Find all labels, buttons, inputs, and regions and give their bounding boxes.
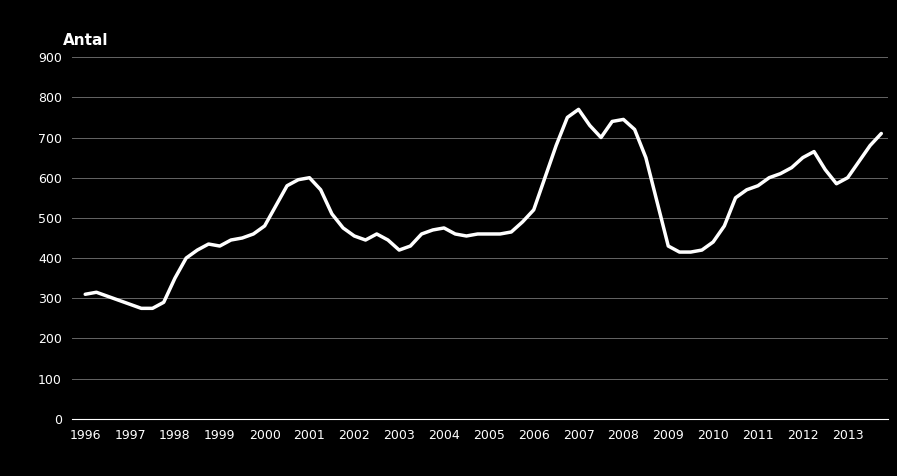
Text: Antal: Antal [63, 33, 109, 49]
